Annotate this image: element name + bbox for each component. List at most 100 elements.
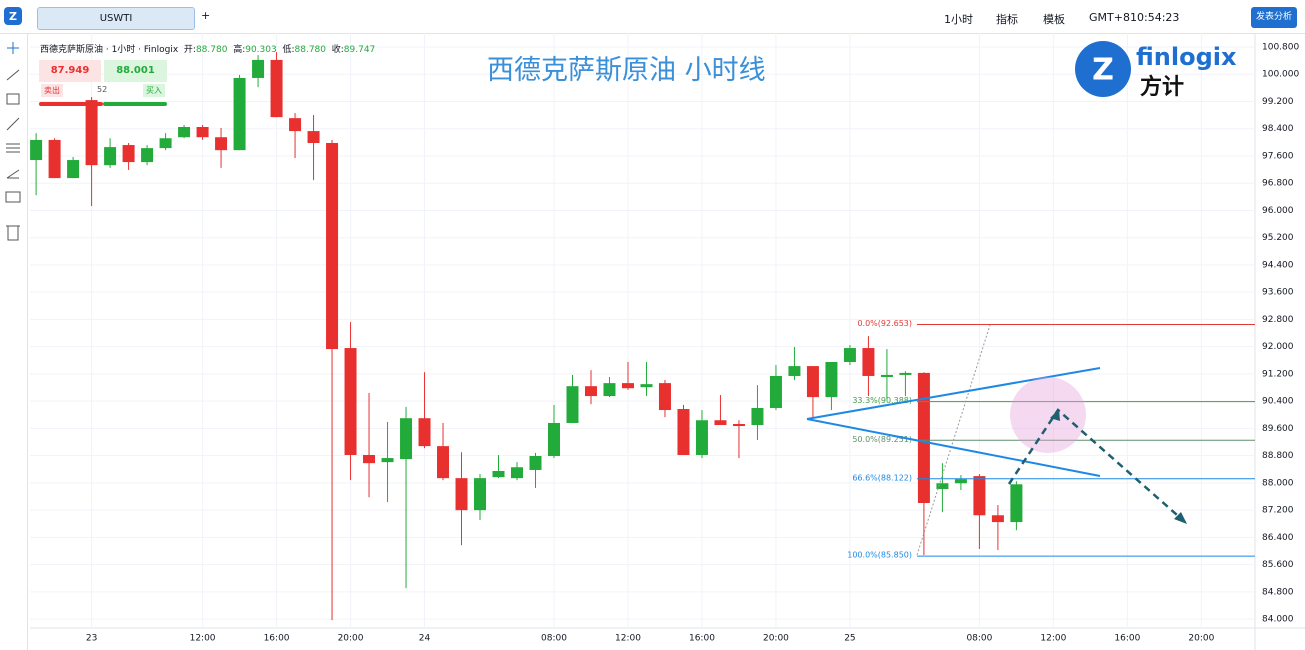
candle-body	[769, 375, 782, 408]
x-tick-label: 20:00	[763, 634, 789, 644]
fib-label: 100.0%(85.850)	[847, 551, 912, 560]
x-tick-label: 25	[844, 634, 855, 644]
interval[interactable]: 1小时	[944, 13, 973, 26]
svg-text:Z: Z	[9, 10, 17, 23]
y-tick-label: 92.800	[1262, 315, 1294, 325]
toolbar	[0, 34, 28, 650]
x-tick-label: 12:00	[190, 634, 216, 644]
y-tick-label: 85.600	[1262, 560, 1294, 570]
x-tick-label: 23	[86, 634, 97, 644]
candle-body	[1010, 484, 1023, 523]
candle-body	[880, 374, 893, 377]
candle-body	[141, 148, 154, 163]
y-tick-label: 86.400	[1262, 533, 1294, 543]
app-icon[interactable]: Z	[4, 7, 24, 27]
candle-body	[437, 446, 450, 479]
candle-body	[326, 143, 339, 350]
y-tick-label: 84.000	[1262, 615, 1294, 625]
candle-body	[344, 348, 357, 455]
fib-label: 0.0%(92.653)	[857, 319, 912, 328]
candle-body	[917, 372, 930, 504]
candle-body	[899, 372, 912, 375]
candle-body	[474, 478, 487, 511]
y-tick-label: 96.000	[1262, 206, 1294, 216]
x-tick-label: 08:00	[966, 634, 992, 644]
candle-body	[677, 409, 690, 455]
fib-label: 66.6%(88.122)	[852, 473, 912, 482]
y-tick-label: 95.200	[1262, 233, 1294, 243]
y-tick-label: 96.800	[1262, 179, 1294, 189]
candle-body	[233, 77, 246, 151]
value: 88.780	[195, 45, 228, 55]
candle-body	[695, 420, 708, 455]
candle-body	[991, 515, 1004, 523]
candle-body	[973, 476, 986, 516]
chart-title: 西德克萨斯原油 小时线	[487, 55, 766, 86]
candle-body	[511, 467, 524, 479]
y-tick-label: 88.800	[1262, 451, 1294, 461]
candle-body	[196, 127, 209, 138]
indicators[interactable]: 指标	[996, 13, 1018, 26]
fib-label: 50.0%(89.251)	[852, 435, 912, 444]
candle-body	[825, 362, 838, 398]
candle-body	[85, 100, 98, 166]
spread: 52	[97, 85, 108, 94]
candle-body	[806, 366, 819, 398]
top-bar: Z USWTI + 1小时 指标 模板 GMT+8 10:54:23 发表分析	[0, 0, 1305, 34]
y-tick-label: 100.800	[1262, 42, 1299, 52]
sell[interactable]: 卖出	[41, 84, 63, 97]
tab[interactable]: USWTI	[37, 7, 195, 30]
tool-icons[interactable]	[0, 34, 27, 254]
y-tick-label: 97.600	[1262, 151, 1294, 161]
candle-body	[603, 383, 616, 397]
value: 89.747	[343, 45, 376, 55]
label: 高:	[233, 45, 246, 55]
candle-body	[67, 160, 80, 179]
candle-body	[547, 422, 560, 457]
sell-price[interactable]: 87.949	[39, 60, 101, 82]
candle-body	[529, 456, 542, 470]
add-tab[interactable]: +	[201, 9, 211, 22]
candle-body	[307, 131, 320, 144]
candle-body	[714, 420, 727, 426]
symbol: 西德克萨斯原油 · 1小时 · Finlogix	[40, 45, 179, 55]
y-tick-label: 91.200	[1262, 369, 1294, 379]
candle-body	[566, 386, 579, 423]
candle-body	[48, 139, 61, 179]
y-tick-label: 98.400	[1262, 124, 1294, 134]
x-tick-label: 20:00	[1188, 634, 1214, 644]
trend-line	[806, 418, 1101, 477]
x-tick-label: 24	[419, 634, 431, 644]
label: 开:	[183, 45, 196, 55]
templates[interactable]: 模板	[1043, 13, 1065, 26]
candle-body	[122, 145, 135, 163]
timezone[interactable]: GMT+8	[1089, 11, 1130, 24]
candle-body	[418, 418, 431, 447]
candle-body	[732, 423, 745, 427]
svg-text:Z: Z	[1092, 53, 1114, 88]
fib-trend	[916, 324, 991, 556]
x-tick-label: 16:00	[1114, 634, 1140, 644]
candle-body	[658, 383, 671, 411]
buy-price[interactable]: 88.001	[104, 60, 167, 82]
y-tick-label: 90.400	[1262, 397, 1294, 407]
candle-body	[381, 458, 394, 463]
candle-body	[30, 139, 43, 161]
candle-body	[455, 478, 468, 511]
y-tick-label: 99.200	[1262, 97, 1294, 107]
chart: 84.000 84.800 85.600 86.400 87.200 88.000 88.8…	[30, 33, 1305, 650]
publish-button[interactable]: 发表分析	[1251, 7, 1297, 28]
value: 88.780	[294, 45, 327, 55]
y-tick-label: 100.000	[1262, 70, 1299, 80]
y-tick-label: 92.000	[1262, 342, 1294, 352]
candle-body	[178, 127, 191, 138]
value: 90.303	[245, 45, 277, 55]
candle-body	[640, 384, 653, 388]
y-tick-label: 84.800	[1262, 587, 1294, 597]
candle-body	[215, 137, 228, 151]
arrow-head	[1174, 512, 1187, 524]
legend: 西德克萨斯原油 · 1小时 · Finlogix 开:88.780 高:90.3…	[40, 42, 375, 55]
buy[interactable]: 买入	[143, 84, 165, 97]
sell-bar	[39, 102, 103, 106]
trade-box: 87.949 88.001 卖出 52 买入	[39, 60, 167, 106]
